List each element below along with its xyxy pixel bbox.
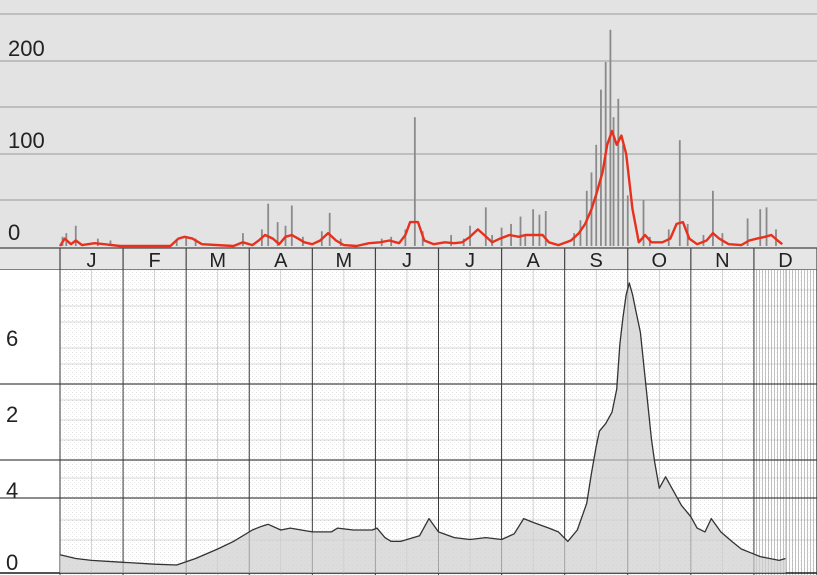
precipitation-bar: [642, 200, 645, 246]
precipitation-bar: [242, 233, 244, 246]
precipitation-bar: [524, 234, 527, 246]
precipitation-bar: [667, 229, 670, 246]
top-y-tick-label: 0: [8, 220, 20, 245]
precipitation-bar: [185, 236, 188, 246]
precipitation-bar: [746, 218, 749, 246]
bottom-y-tick-label: 6: [6, 326, 18, 351]
month-dividers: [59, 248, 817, 270]
precipitation-bar: [765, 207, 768, 246]
precipitation-bar: [404, 229, 407, 246]
month-label: A: [526, 250, 540, 272]
month-axis-background: [0, 248, 817, 270]
precipitation-bar: [759, 209, 762, 246]
bottom-panel: 0 4 2 6: [0, 270, 817, 575]
precipitation-bar: [175, 240, 178, 246]
precipitation-bar: [96, 238, 99, 246]
month-label: J: [87, 250, 97, 272]
precipitation-bar: [276, 222, 279, 246]
month-label: A: [274, 250, 288, 272]
precipitation-bar: [712, 190, 714, 246]
bottom-y-tick-label: 4: [6, 478, 18, 503]
top-gridlines: [0, 13, 817, 201]
month-label: N: [715, 250, 729, 272]
precipitation-bar: [573, 233, 576, 246]
recorder-trace-line: [59, 282, 786, 566]
precipitation-bar: [74, 225, 77, 246]
precipitation-bar: [678, 140, 681, 246]
recording-paper-dark-edge: [755, 270, 817, 575]
precipitation-bar: [267, 203, 270, 246]
precipitation-bar: [612, 117, 615, 246]
bottom-y-tick-labels: 0 4 2 6: [6, 326, 18, 575]
precipitation-bar: [290, 205, 293, 246]
month-label: M: [336, 250, 353, 272]
precipitation-bar: [194, 238, 197, 246]
precipitation-bar: [519, 216, 522, 246]
precipitation-bar: [532, 209, 535, 246]
top-y-tick-labels: 0 100 200: [8, 36, 45, 245]
precipitation-bar: [626, 195, 629, 246]
precipitation-bar: [109, 240, 112, 246]
month-label: D: [778, 250, 792, 272]
bottom-y-tick-label: 0: [6, 550, 18, 575]
precipitation-bar: [413, 117, 416, 246]
bottom-y-tick-label: 2: [6, 402, 18, 427]
precipitation-smoothed-line: [58, 129, 784, 248]
precipitation-bar: [328, 212, 331, 246]
precipitation-bar: [484, 207, 487, 246]
precipitation-bar: [622, 144, 624, 246]
recorder-trace-shading: [60, 283, 786, 573]
precipitation-bar: [600, 89, 602, 246]
top-panel: 0 100 200: [0, 0, 817, 248]
month-label: O: [652, 250, 668, 272]
top-y-tick-label: 200: [8, 36, 45, 61]
precipitation-bar: [450, 234, 453, 246]
month-label: J: [402, 250, 412, 272]
month-label: M: [209, 250, 226, 272]
precipitation-bar: [491, 234, 494, 246]
month-label: J: [465, 250, 475, 272]
month-label: S: [590, 250, 603, 272]
month-label: F: [149, 250, 161, 272]
top-y-tick-label: 100: [8, 128, 45, 153]
precipitation-bar: [579, 220, 582, 246]
top-panel-background: [0, 0, 817, 248]
precipitation-bar: [538, 214, 541, 246]
precipitation-bar: [617, 98, 620, 246]
precipitation-bar: [544, 211, 547, 246]
